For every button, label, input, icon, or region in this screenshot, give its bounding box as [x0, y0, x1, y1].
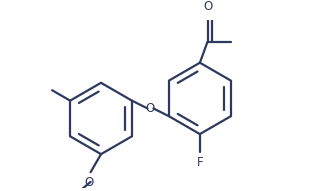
Text: O: O [146, 102, 155, 115]
Text: O: O [203, 0, 212, 13]
Text: F: F [197, 156, 203, 169]
Text: O: O [85, 176, 94, 189]
